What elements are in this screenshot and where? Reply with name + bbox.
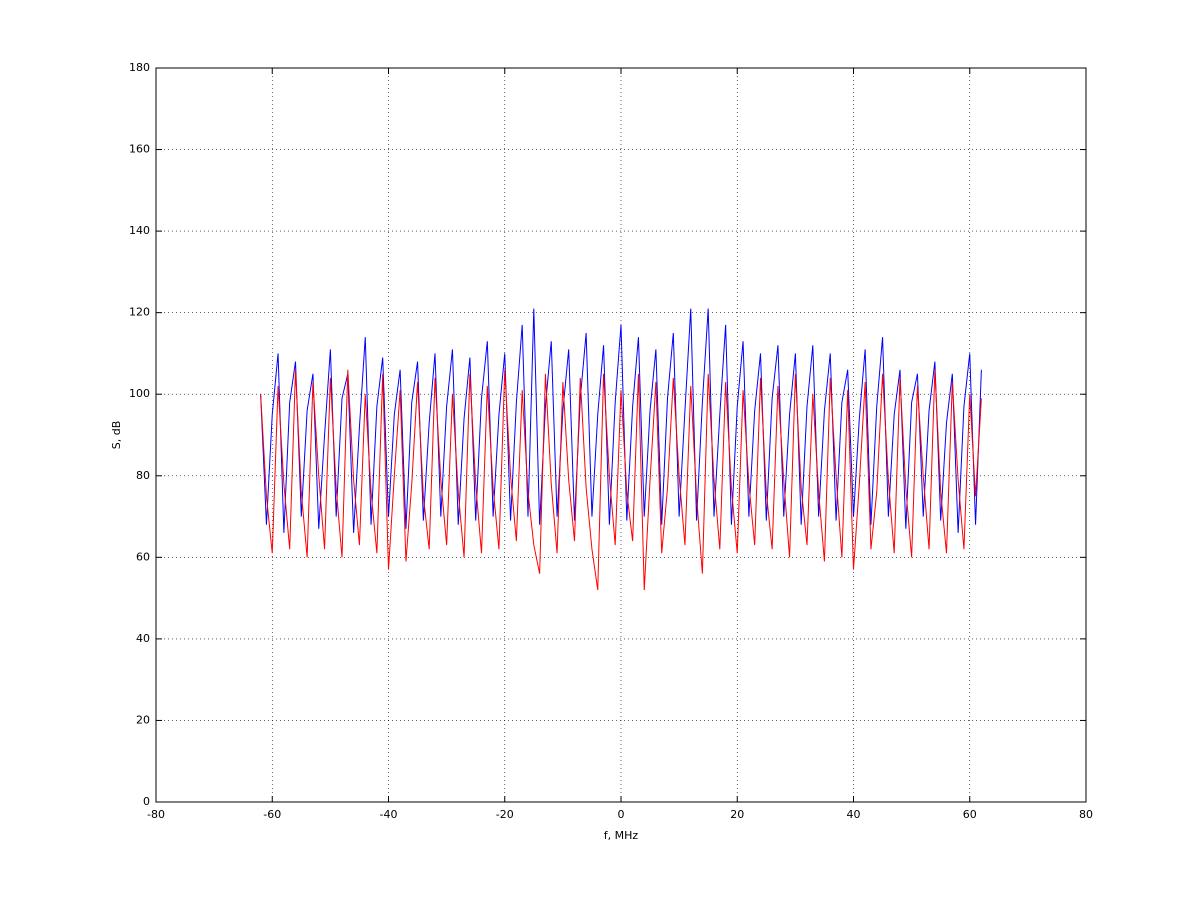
series-line <box>260 308 982 533</box>
y-tick-label: 0 <box>143 795 150 808</box>
y-tick-label: 60 <box>136 550 150 563</box>
x-tick-label: -20 <box>496 808 514 821</box>
x-tick-label: 60 <box>963 808 977 821</box>
series-line <box>260 369 982 591</box>
y-tick-label: 40 <box>136 632 150 645</box>
y-tick-label: 160 <box>129 143 150 156</box>
x-axis-label: f, MHz <box>604 829 639 842</box>
y-tick-label: 120 <box>129 306 150 319</box>
x-tick-label: 40 <box>847 808 861 821</box>
y-tick-label: 140 <box>129 224 150 237</box>
y-tick-label: 20 <box>136 713 150 726</box>
y-axis-label: S, dB <box>110 421 123 450</box>
x-tick-label: -80 <box>147 808 165 821</box>
y-tick-label: 180 <box>129 61 150 74</box>
x-tick-label: -40 <box>380 808 398 821</box>
x-tick-label: -60 <box>263 808 281 821</box>
x-tick-label: 80 <box>1079 808 1093 821</box>
y-tick-label: 100 <box>129 387 150 400</box>
x-tick-label: 0 <box>618 808 625 821</box>
y-tick-label: 80 <box>136 469 150 482</box>
x-tick-label: 20 <box>730 808 744 821</box>
plot-frame <box>155 67 1087 803</box>
